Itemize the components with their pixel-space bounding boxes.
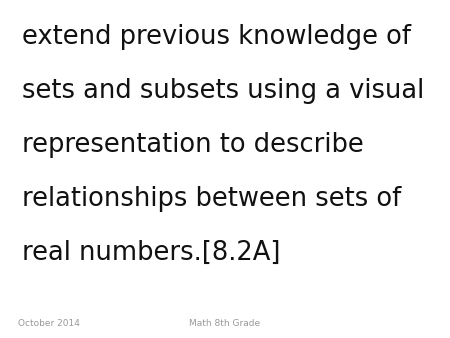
Text: relationships between sets of: relationships between sets of xyxy=(22,186,402,212)
Text: October 2014: October 2014 xyxy=(18,319,80,328)
Text: extend previous knowledge of: extend previous knowledge of xyxy=(22,24,411,50)
Text: Math 8th Grade: Math 8th Grade xyxy=(189,319,261,328)
Text: sets and subsets using a visual: sets and subsets using a visual xyxy=(22,78,425,104)
Text: representation to describe: representation to describe xyxy=(22,132,364,158)
Text: real numbers.[8.2A]: real numbers.[8.2A] xyxy=(22,240,281,266)
